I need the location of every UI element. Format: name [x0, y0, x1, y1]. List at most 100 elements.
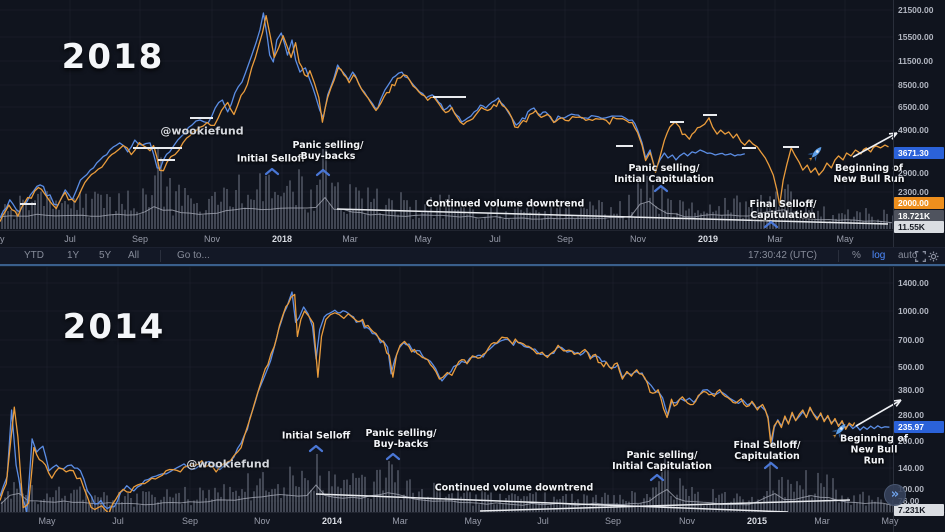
volume-bar: [619, 201, 621, 229]
event-caret-icon: [763, 220, 779, 229]
chart-canvas[interactable]: [0, 267, 945, 512]
volume-bar: [142, 491, 144, 512]
year-label: 2018: [61, 37, 165, 77]
volume-bar: [58, 486, 60, 512]
volume-bar: [631, 491, 633, 512]
volume-bar: [871, 499, 873, 512]
price-tick-label: 280.00: [898, 410, 924, 420]
volume-trendline[interactable]: [315, 493, 789, 512]
volume-bar: [883, 504, 885, 512]
price-tick-label: 76.00: [898, 496, 920, 506]
volume-bar: [829, 220, 831, 229]
price-axis-2014[interactable]: 1400.00 1000.00 700.00 500.00 380.00 280.00 20…: [893, 267, 945, 516]
annotation-beginning-of-new-bull-run: Beginning of New Bull Run: [839, 433, 909, 467]
volume-bar: [388, 198, 390, 229]
volume-bar: [16, 488, 18, 512]
gear-icon[interactable]: [928, 251, 939, 262]
volume-bar: [178, 184, 180, 229]
volume-bar: [700, 503, 702, 512]
volume-bar: [754, 215, 756, 229]
volume-bar: [304, 209, 306, 229]
volume-bar: [430, 197, 432, 229]
range-button-1y[interactable]: 1Y: [67, 250, 80, 261]
volume-bar: [862, 491, 864, 512]
volume-bar: [664, 210, 666, 229]
time-axis-month-label: May: [881, 516, 899, 526]
log-scale-button[interactable]: log: [872, 250, 886, 261]
volume-trendline[interactable]: [479, 499, 851, 512]
more-panels-button[interactable]: »: [884, 484, 906, 506]
price-tick-label: 140.00: [898, 463, 924, 473]
volume-bar: [316, 454, 318, 512]
volume-bar: [691, 487, 693, 512]
annotation-panic-selling-buy-backs: Panic selling/ Buy-backs: [292, 140, 364, 162]
time-axis-2014[interactable]: May Jul Sep Nov 2014 Mar May Jul Sep Nov 2015 Mar Ma…: [0, 512, 945, 532]
volume-bar: [781, 477, 783, 512]
percent-scale-button[interactable]: %: [852, 250, 861, 261]
event-caret-icon: [649, 473, 665, 482]
volume-bar: [625, 219, 627, 229]
chart-panel-2014[interactable]: 2014 @wookiefund Initial Selloff Panic sell…: [0, 267, 945, 512]
volume-bar: [682, 201, 684, 229]
volume-bar: [379, 213, 381, 229]
range-button-5y[interactable]: 5Y: [99, 250, 112, 261]
goto-button[interactable]: Go to...: [177, 250, 210, 261]
volume-bar: [70, 493, 72, 512]
volume-bar: [709, 204, 711, 229]
event-caret-icon: [308, 444, 324, 453]
volume-bar: [889, 221, 891, 229]
chart-canvas[interactable]: [0, 0, 945, 230]
volume-bar: [856, 502, 858, 512]
volume-bar: [202, 214, 204, 229]
volume-bar: [571, 493, 573, 512]
auto-scale-button[interactable]: auto: [898, 250, 918, 261]
price-tick-label: 1000.00: [898, 306, 929, 316]
volume-bar: [79, 191, 81, 229]
volume-bar: [862, 221, 864, 229]
volume-bar: [397, 470, 399, 512]
volume-bar: [325, 496, 327, 512]
volume-bar: [229, 206, 231, 229]
volume-bar: [139, 505, 141, 512]
annotation-volume-downtrend: Continued volume downtrend: [425, 198, 585, 210]
volume-bar: [82, 499, 84, 512]
event-caret-icon: [264, 167, 280, 176]
volume-bar: [751, 496, 753, 512]
volume-bar: [259, 173, 261, 229]
volume-bar: [337, 486, 339, 512]
volume-trendline[interactable]: [336, 208, 889, 225]
volume-bar: [508, 218, 510, 229]
volume-bar: [604, 492, 606, 512]
volume-bar: [592, 205, 594, 229]
volume-bar: [133, 208, 135, 229]
volume-bar: [343, 479, 345, 512]
volume-bar: [154, 175, 156, 229]
volume-bar: [808, 494, 810, 512]
volume-bar: [607, 494, 609, 512]
volume-bar: [340, 488, 342, 512]
time-axis-month-label: May: [0, 234, 5, 244]
volume-bar: [10, 210, 12, 229]
fullscreen-icon[interactable]: [915, 251, 926, 262]
volume-bar: [805, 470, 807, 512]
volume-bar: [331, 486, 333, 512]
volume-bar: [766, 201, 768, 229]
range-button-ytd[interactable]: YTD: [24, 250, 44, 261]
volume-bar: [580, 506, 582, 512]
volume-bar: [310, 490, 312, 512]
price-axis-2018[interactable]: 21500.00 15500.00 11500.00 8500.00 6500.00 49…: [893, 0, 945, 233]
volume-bar: [61, 498, 63, 512]
range-button-all[interactable]: All: [128, 250, 140, 261]
volume-bar: [301, 176, 303, 229]
volume-bar: [397, 214, 399, 229]
volume-bar: [355, 187, 357, 229]
volume-bar: [367, 187, 369, 229]
volume-bar: [55, 200, 57, 229]
clock-label[interactable]: 17:30:42 (UTC): [748, 250, 817, 261]
volume-bar: [769, 196, 771, 229]
volume-bar: [835, 218, 837, 229]
time-axis-2018[interactable]: May Jul Sep Nov 2018 Mar May Jul Sep Nov 2019 Mar Ma…: [0, 230, 945, 247]
chart-panel-2018[interactable]: 2018 @wookiefund Initial Selloff Panic sell…: [0, 0, 945, 230]
volume-bar: [472, 505, 474, 512]
